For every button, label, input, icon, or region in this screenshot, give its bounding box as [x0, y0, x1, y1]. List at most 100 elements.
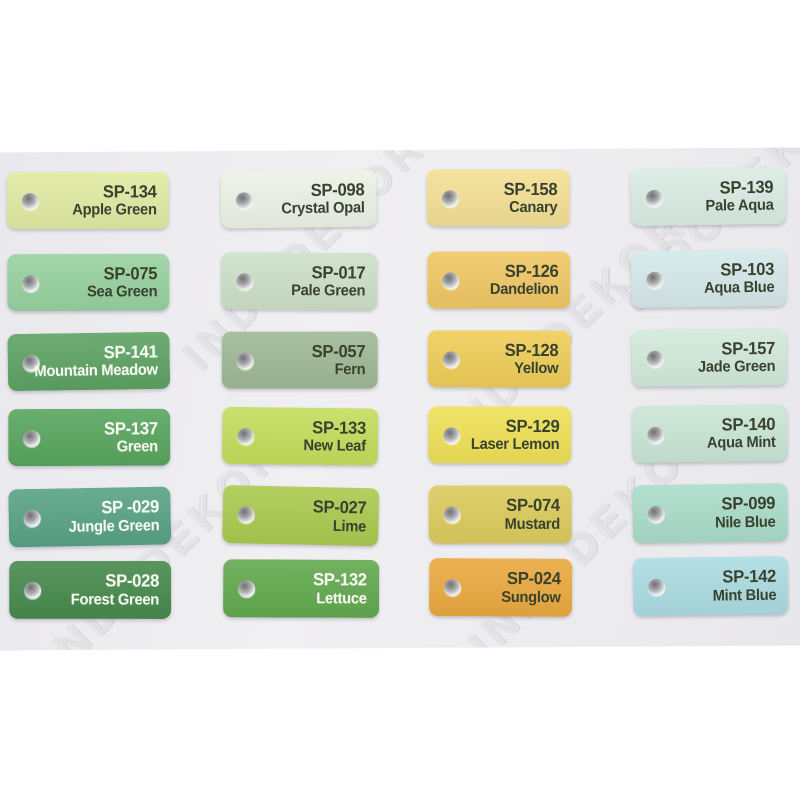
tag-color-name: Mint Blue — [712, 586, 777, 605]
color-tag: SP-134 Apple Green — [6, 171, 169, 229]
tag-color-name: Aqua Blue — [704, 278, 775, 297]
punch-hole — [442, 350, 460, 368]
tag-labels: SP-057 Fern — [312, 341, 366, 379]
tag-code: SP-024 — [506, 567, 561, 589]
tag-color-name: Apple Green — [72, 201, 157, 219]
swatch-board-photo: INDODEKOR INDODEKOR INDODEKOR INDODEKOR … — [0, 147, 800, 651]
tag-labels: SP -029 Jungle Green — [68, 496, 160, 536]
color-tag: SP-103 Aqua Blue — [630, 249, 787, 309]
punch-hole — [443, 506, 461, 524]
tag-color-name: Jungle Green — [68, 516, 160, 536]
color-tag: SP-133 New Leaf — [221, 406, 379, 466]
punch-hole — [23, 429, 41, 447]
tag-labels: SP-141 Mountain Meadow — [34, 340, 159, 381]
tag-color-name: Canary — [509, 199, 558, 217]
tag-code: SP-103 — [720, 258, 775, 279]
tag-code: SP-133 — [312, 416, 367, 438]
tag-labels: SP-132 Lettuce — [313, 569, 368, 608]
color-tag: SP-017 Pale Green — [221, 252, 378, 311]
tag-labels: SP-129 Laser Lemon — [470, 415, 560, 454]
tag-code: SP-141 — [103, 340, 158, 362]
tag-labels: SP-139 Pale Aqua — [705, 176, 775, 215]
tag-code: SP-132 — [313, 569, 368, 590]
tag-color-name: Forest Green — [70, 590, 160, 609]
tag-color-name: Dandelion — [489, 280, 559, 299]
color-tag: SP-098 Crystal Opal — [220, 169, 378, 229]
color-tag: SP-028 Forest Green — [9, 560, 172, 619]
punch-hole — [444, 579, 462, 597]
color-tag: SP-140 Aqua Mint — [631, 404, 788, 464]
tag-color-name: Sunglow — [500, 588, 561, 606]
tag-code: SP-137 — [104, 417, 159, 438]
tag-labels: SP-028 Forest Green — [70, 570, 160, 609]
tag-code: SP-098 — [310, 178, 365, 200]
tag-labels: SP-017 Pale Green — [291, 261, 366, 300]
tag-code: SP-157 — [720, 337, 775, 359]
tag-labels: SP-024 Sunglow — [500, 567, 561, 606]
tag-color-name: Mustard — [504, 515, 560, 533]
punch-hole — [442, 271, 460, 289]
punch-hole — [646, 350, 664, 368]
color-tag: SP-074 Mustard — [428, 485, 572, 544]
tag-code: SP-126 — [504, 260, 559, 281]
punch-hole — [647, 505, 665, 524]
punch-hole — [645, 189, 663, 207]
tag-code: SP-140 — [721, 413, 776, 434]
punch-hole — [441, 189, 459, 207]
color-tag: SP-158 Canary — [426, 169, 570, 227]
color-tag: SP-057 Fern — [221, 331, 378, 389]
tag-color-name: Lettuce — [316, 589, 368, 608]
tag-code: SP-017 — [311, 261, 366, 283]
tag-labels: SP-126 Dandelion — [489, 260, 559, 299]
tag-code: SP-139 — [719, 176, 774, 197]
tag-labels: SP-098 Crystal Opal — [281, 178, 366, 218]
color-tag: SP-142 Mint Blue — [632, 556, 789, 617]
tag-color-name: Lime — [333, 517, 367, 536]
tag-labels: SP-137 Green — [104, 417, 159, 456]
tag-labels: SP-128 Yellow — [505, 339, 559, 378]
punch-hole — [235, 191, 253, 209]
tag-color-name: Yellow — [514, 360, 559, 378]
color-tag: SP-128 Yellow — [427, 330, 571, 388]
tag-color-name: Aqua Mint — [706, 433, 776, 452]
tag-labels: SP-099 Nile Blue — [715, 492, 776, 532]
tag-color-name: Laser Lemon — [470, 435, 560, 454]
color-tag: SP-139 Pale Aqua — [630, 166, 787, 227]
tag-color-name: Crystal Opal — [281, 199, 366, 218]
punch-hole — [648, 578, 666, 596]
punch-hole — [237, 506, 255, 524]
color-tag: SP -029 Jungle Green — [8, 486, 172, 548]
color-tag: SP-137 Green — [8, 408, 171, 467]
punch-hole — [236, 352, 254, 370]
punch-hole — [23, 509, 41, 528]
tag-code: SP-099 — [721, 492, 776, 514]
tag-labels: SP-142 Mint Blue — [712, 566, 777, 605]
tag-color-name: Sea Green — [86, 283, 158, 301]
color-tag: SP-024 Sunglow — [428, 557, 573, 617]
tag-labels: SP-158 Canary — [504, 178, 558, 217]
tag-code: SP-134 — [103, 180, 157, 201]
tag-code: SP-129 — [505, 415, 560, 436]
tag-color-name: Mountain Meadow — [34, 361, 159, 381]
tag-code: SP-075 — [103, 262, 158, 283]
tag-code: SP-074 — [505, 494, 560, 515]
tag-labels: SP-157 Jade Green — [697, 337, 775, 376]
tag-code: SP -029 — [100, 496, 159, 518]
punch-hole — [22, 274, 40, 292]
punch-hole — [237, 427, 255, 445]
tag-labels: SP-140 Aqua Mint — [706, 413, 776, 452]
tag-color-name: Fern — [334, 361, 366, 379]
tag-color-name: Pale Aqua — [705, 196, 775, 215]
tag-labels: SP-103 Aqua Blue — [704, 258, 775, 297]
tag-color-name: Green — [117, 438, 159, 456]
tag-labels: SP-134 Apple Green — [72, 180, 157, 219]
punch-hole — [238, 580, 256, 598]
tag-color-name: Nile Blue — [715, 513, 776, 532]
tag-code: SP-028 — [105, 570, 160, 591]
punch-hole — [236, 272, 254, 290]
tag-labels: SP-027 Lime — [313, 496, 367, 536]
punch-hole — [24, 581, 42, 599]
tag-color-name: New Leaf — [303, 437, 367, 455]
color-tag: SP-027 Lime — [222, 484, 380, 547]
